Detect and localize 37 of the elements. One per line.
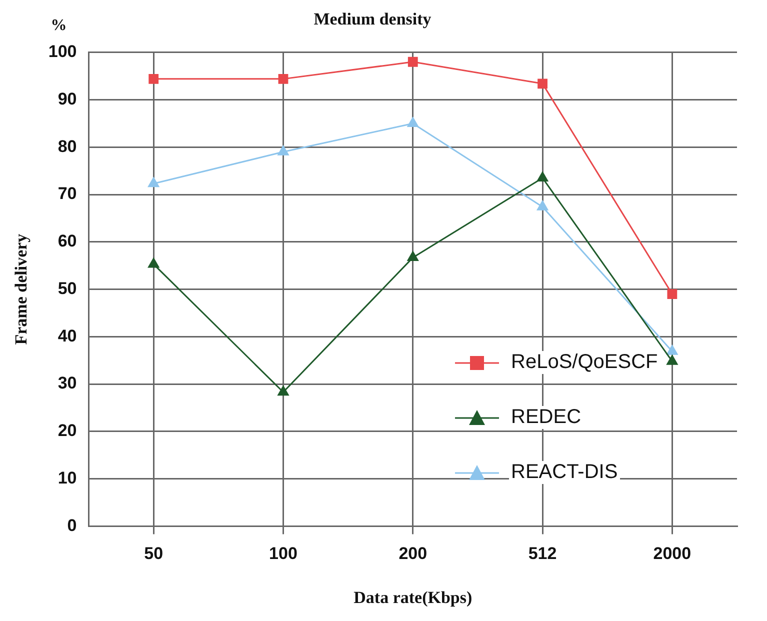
y-tick-label: 100: [48, 42, 77, 62]
point: [666, 354, 678, 365]
x-tick-label: 512: [528, 544, 557, 564]
x-tick-label: 2000: [653, 544, 692, 564]
point: [278, 74, 288, 84]
y-tick-label: 0: [67, 516, 77, 535]
legend-label: REACT-DIS: [509, 461, 620, 484]
y-tick-label: 40: [58, 326, 77, 346]
x-tick-label: 200: [398, 544, 428, 564]
y-tick-label: 70: [58, 184, 77, 204]
point: [666, 344, 678, 355]
point: [277, 144, 290, 156]
x-tick-label: 50: [144, 544, 164, 564]
point: [406, 250, 419, 262]
y-tick-label: 60: [58, 232, 77, 251]
point: [408, 56, 418, 67]
y-tick-label: 80: [58, 136, 77, 156]
y-tick-label: 10: [58, 468, 77, 488]
text: %: [50, 17, 67, 34]
point: [538, 78, 548, 89]
y-tick-label: 50: [58, 278, 77, 298]
x-axis-title: Data rate(Kbps): [354, 588, 472, 608]
legend-label: ReLoS/QoESCF: [509, 351, 660, 374]
point: [148, 74, 159, 84]
point: [148, 257, 160, 268]
point: [536, 170, 549, 182]
point: [277, 385, 290, 396]
legend-label: REDEC: [509, 406, 584, 429]
point: [536, 200, 549, 210]
y-tick-label: 30: [58, 374, 77, 393]
x-tick-label: 100: [269, 544, 298, 564]
y-axis-title: Frame delivery: [12, 233, 31, 345]
point: [148, 176, 160, 188]
y-tick-label: 20: [58, 421, 77, 440]
chart-title: Medium density: [314, 10, 432, 29]
point: [406, 116, 419, 127]
y-tick-label: 90: [58, 89, 77, 108]
